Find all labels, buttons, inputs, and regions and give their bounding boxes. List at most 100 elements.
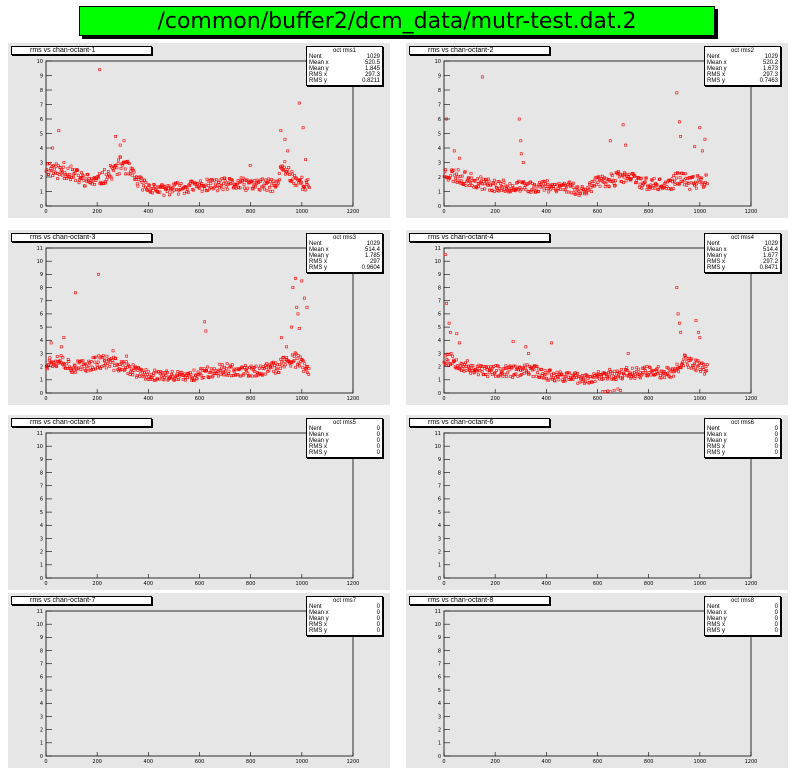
data-point (532, 184, 536, 188)
data-point (471, 364, 475, 367)
data-point (613, 184, 617, 187)
data-point (103, 358, 107, 362)
data-point (567, 378, 571, 381)
data-point (165, 190, 169, 194)
data-point (92, 367, 96, 371)
data-point (138, 374, 142, 378)
y-tick-label: 8 (438, 285, 441, 291)
data-point (665, 185, 669, 188)
stats-row: Mean x 520.2 (707, 60, 778, 66)
data-point (469, 172, 473, 175)
data-point (246, 186, 250, 190)
data-point (602, 181, 606, 185)
data-point (128, 365, 131, 368)
data-point (443, 253, 447, 256)
x-tick-label: 200 (490, 581, 500, 587)
data-point (224, 366, 228, 370)
data-point (163, 184, 166, 188)
y-tick-label: 10 (37, 622, 43, 628)
data-point (604, 182, 608, 186)
pad-octant-2: 0 1 2 3 4 5 6 7 8 9 10 0 200 400 600 800 1000 1200 rms vs… (406, 43, 788, 218)
data-point (61, 355, 65, 359)
data-point (55, 355, 59, 358)
x-tick-label: 1200 (347, 581, 360, 587)
data-point (705, 369, 709, 372)
data-point (291, 286, 295, 289)
data-point (498, 367, 502, 371)
data-point (568, 371, 572, 375)
x-tick-label: 1200 (745, 396, 758, 402)
data-point (255, 371, 259, 374)
data-point (195, 377, 198, 381)
stats-row: Nent 0 (707, 604, 778, 610)
data-point (196, 181, 200, 185)
data-point (590, 190, 593, 194)
data-point (89, 359, 93, 363)
data-point (51, 146, 55, 150)
data-point (684, 176, 688, 180)
data-point (598, 377, 601, 381)
data-point (626, 352, 630, 355)
data-point (90, 365, 94, 369)
data-point (534, 374, 538, 378)
data-point (531, 368, 534, 372)
x-tick-label: 400 (542, 209, 552, 215)
data-point (548, 368, 552, 372)
data-point (176, 370, 180, 374)
data-point (129, 370, 132, 374)
y-tick-label: 3 (40, 714, 43, 720)
data-point (295, 357, 299, 361)
data-point (598, 184, 602, 188)
data-point (573, 188, 577, 192)
data-point (642, 365, 646, 369)
x-tick-label: 800 (246, 759, 256, 765)
y-tick-label: 4 (438, 146, 441, 152)
data-point (59, 354, 63, 358)
data-point (259, 364, 263, 368)
data-point (470, 176, 474, 180)
data-point (118, 363, 122, 366)
data-point (246, 371, 250, 375)
data-point (158, 190, 162, 194)
y-tick-label: 7 (438, 299, 441, 305)
data-point (209, 182, 213, 185)
stats-row: Mean y 1.785 (309, 253, 380, 259)
data-point (518, 365, 522, 369)
data-point (269, 178, 273, 181)
data-point (495, 368, 498, 372)
data-point (519, 152, 523, 156)
data-point (519, 369, 523, 372)
data-point (476, 177, 479, 181)
data-point (579, 192, 582, 195)
data-point (108, 364, 112, 368)
data-point (95, 363, 99, 367)
plot-octant-6: 0 1 2 3 4 5 6 7 8 9 10 11 0 200 400 600 800 1000 1200 (435, 431, 758, 587)
data-point (111, 349, 115, 353)
data-point (701, 367, 705, 371)
data-point (542, 188, 546, 192)
data-point (190, 376, 194, 380)
stats-row: Nent 1029 (707, 54, 778, 60)
data-point (236, 373, 240, 376)
data-point (545, 378, 549, 382)
data-point (231, 374, 235, 377)
data-point (271, 179, 275, 183)
data-point (524, 365, 528, 369)
data-point (292, 354, 296, 358)
data-point (111, 361, 115, 365)
y-tick-label: 3 (438, 536, 441, 542)
data-point (637, 367, 641, 371)
data-point (73, 364, 77, 368)
stats-title: oct rms6 (730, 420, 754, 426)
data-point (618, 371, 622, 375)
y-tick-label: 2 (40, 175, 43, 181)
data-point (74, 370, 77, 374)
x-tick-label: 1000 (693, 759, 706, 765)
data-point (616, 387, 620, 391)
data-point (455, 332, 459, 336)
data-point (558, 370, 562, 374)
data-point (488, 183, 492, 187)
data-point (650, 179, 654, 182)
